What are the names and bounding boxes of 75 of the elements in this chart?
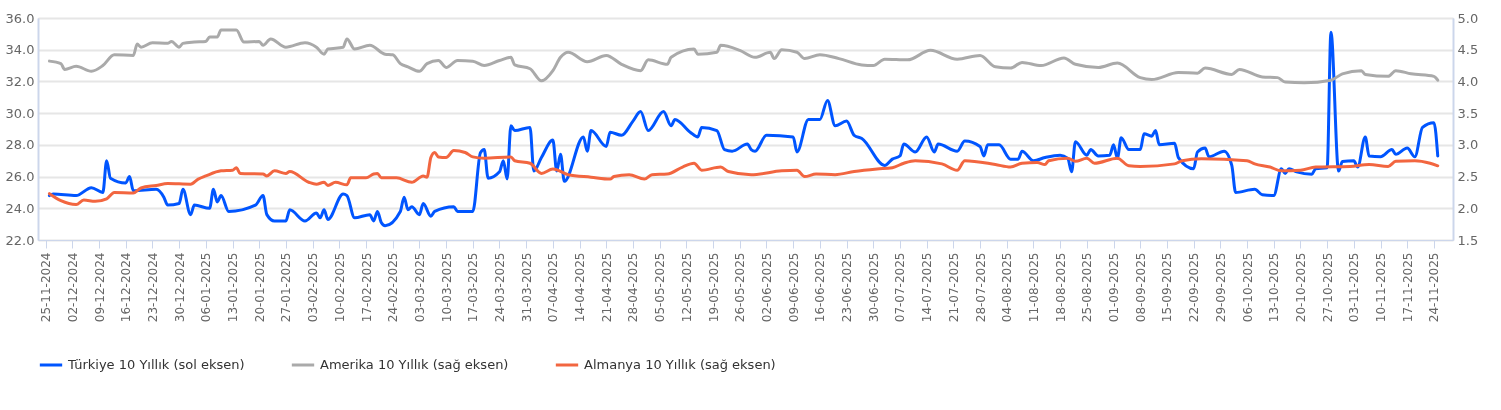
x-tick-label: 23-06-2025 [840,252,855,323]
x-tick-label: 19-05-2025 [706,252,721,323]
x-tick-label: 18-08-2025 [1053,252,1068,323]
x-tick-label: 11-08-2025 [1026,252,1041,323]
x-tick-label: 26-05-2025 [733,252,748,323]
x-tick-label: 31-03-2025 [519,252,534,323]
y-tick-label: 22.0 [5,232,35,248]
x-tick-label: 01-09-2025 [1107,252,1122,323]
x-tick-label: 13-10-2025 [1267,252,1282,323]
x-tick-label: 14-04-2025 [573,252,588,323]
x-tick-label: 29-09-2025 [1213,252,1228,323]
y2-tick-label: 1.5 [1457,232,1479,248]
x-tick-label: 30-12-2024 [172,252,187,323]
x-tick-label: 03-03-2025 [412,252,427,323]
y-tick-label: 26.0 [5,169,35,185]
x-tick-label: 23-12-2024 [145,252,160,323]
x-tick-label: 22-09-2025 [1187,252,1202,323]
x-tick-label: 06-10-2025 [1240,252,1255,323]
y-tick-label: 34.0 [5,42,35,58]
x-tick-label: 03-02-2025 [306,252,321,323]
x-tick-label: 25-11-2024 [39,252,54,323]
x-tick-label: 09-06-2025 [786,252,801,323]
y2-tick-label: 4.5 [1457,42,1479,58]
x-tick-label: 24-02-2025 [386,252,401,323]
x-tick-label: 24-03-2025 [493,252,507,323]
x-tick-label: 04-08-2025 [1000,252,1015,323]
x-tick-label: 27-01-2025 [279,252,294,323]
y2-tick-label: 5.0 [1457,10,1479,26]
x-tick-label: 05-05-2025 [653,252,668,323]
x-tick-label: 06-01-2025 [199,252,214,323]
x-tick-label: 10-02-2025 [332,252,347,323]
x-tick-label: 02-06-2025 [759,252,774,323]
legend-label: Türkiye 10 Yıllık (sol eksen) [67,357,245,372]
y-tick-label: 36.0 [5,10,35,26]
x-tick-label: 17-03-2025 [466,252,481,323]
x-tick-label: 21-04-2025 [599,252,614,323]
x-tick-label: 28-04-2025 [626,252,641,323]
legend-label: Amerika 10 Yıllık (sağ eksen) [320,357,509,372]
y2-tick-label: 3.0 [1457,137,1479,153]
y2-tick-label: 2.0 [1457,200,1479,216]
y2-tick-label: 3.5 [1457,105,1479,121]
x-tick-label: 13-01-2025 [226,252,241,323]
x-tick-label: 03-11-2025 [1347,252,1362,323]
line-series [47,149,1440,206]
x-tick-label: 17-02-2025 [359,252,374,323]
x-tick-label: 16-06-2025 [813,252,828,323]
x-tick-label: 10-03-2025 [439,252,454,323]
x-tick-label: 20-01-2025 [252,252,267,323]
x-tick-label: 30-06-2025 [866,252,881,323]
x-tick-label: 07-07-2025 [893,252,908,323]
x-tick-label: 28-07-2025 [973,252,988,323]
x-tick-label: 02-12-2024 [65,252,80,323]
x-tick-label: 10-11-2025 [1374,252,1389,323]
y2-tick-label: 2.5 [1457,169,1479,185]
x-tick-label: 17-11-2025 [1400,252,1415,323]
y2-tick-label: 4.0 [1457,73,1479,89]
x-tick-label: 24-11-2025 [1427,252,1442,323]
y-tick-label: 28.0 [5,137,35,153]
x-tick-label: 21-07-2025 [946,252,961,323]
x-tick-label: 08-09-2025 [1133,252,1148,323]
x-tick-label: 07-04-2025 [546,252,561,323]
x-tick-label: 16-12-2024 [119,252,134,323]
legend-label: Almanya 10 Yıllık (sağ eksen) [584,357,776,372]
x-tick-label: 09-12-2024 [92,252,107,323]
y-tick-label: 32.0 [5,73,35,89]
line-series [47,30,1440,228]
x-tick-label: 25-08-2025 [1080,252,1095,323]
x-tick-label: 15-09-2025 [1160,252,1175,323]
y-tick-label: 24.0 [5,200,35,216]
x-tick-label: 12-05-2025 [679,252,694,323]
x-tick-label: 20-10-2025 [1293,252,1308,323]
x-tick-label: 27-10-2025 [1320,252,1335,323]
y-tick-label: 30.0 [5,105,35,121]
x-tick-label: 14-07-2025 [920,252,935,323]
line-series [47,28,1440,85]
